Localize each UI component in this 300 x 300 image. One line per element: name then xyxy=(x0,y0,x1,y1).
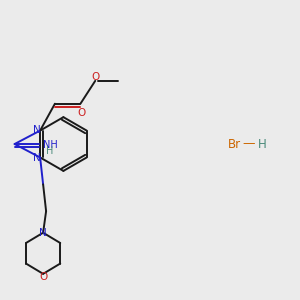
Text: Br: Br xyxy=(228,137,241,151)
Text: H: H xyxy=(46,146,54,156)
Text: N: N xyxy=(33,153,41,164)
Text: O: O xyxy=(91,72,99,82)
Text: —: — xyxy=(242,137,255,151)
Text: N: N xyxy=(33,125,41,135)
Text: O: O xyxy=(39,272,47,282)
Text: NH: NH xyxy=(43,140,57,150)
Text: N: N xyxy=(39,228,47,238)
Text: O: O xyxy=(78,108,86,118)
Text: H: H xyxy=(258,137,266,151)
